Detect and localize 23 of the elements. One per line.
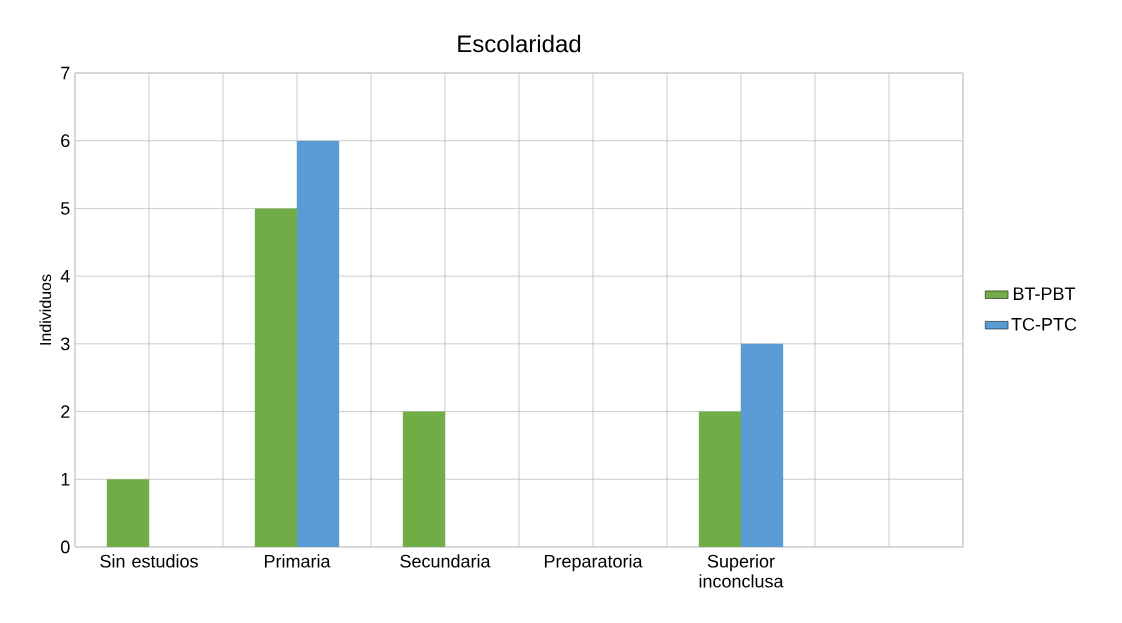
y-tick-label: 5 (60, 202, 70, 215)
y-axis-title: Individuos (39, 274, 52, 345)
y-tick-label: 4 (60, 269, 70, 283)
y-tick-label: 7 (61, 66, 70, 80)
x-tick-label: Sin estudios (100, 554, 198, 568)
bar (698, 411, 741, 547)
bar (106, 479, 149, 547)
x-tick-label: Secundaria (400, 554, 491, 568)
y-tick-label: 6 (61, 134, 70, 148)
legend-label: BT-PBT (1013, 287, 1076, 300)
bar (740, 343, 784, 547)
chart-title: Escolaridad (458, 34, 581, 53)
y-tick-label: 2 (61, 405, 70, 418)
y-tick-label: 0 (60, 540, 70, 554)
x-tick-label: Superior inconclusa (699, 554, 784, 588)
bar (254, 208, 297, 547)
bar (297, 140, 340, 547)
y-tick-label: 3 (60, 337, 70, 351)
legend-label: TC-PTC (1011, 317, 1077, 331)
y-tick-label: 1 (61, 473, 70, 486)
x-tick-label: Primaria (264, 554, 331, 568)
x-tick-label: Preparatoria (544, 554, 643, 572)
bar (402, 411, 445, 547)
